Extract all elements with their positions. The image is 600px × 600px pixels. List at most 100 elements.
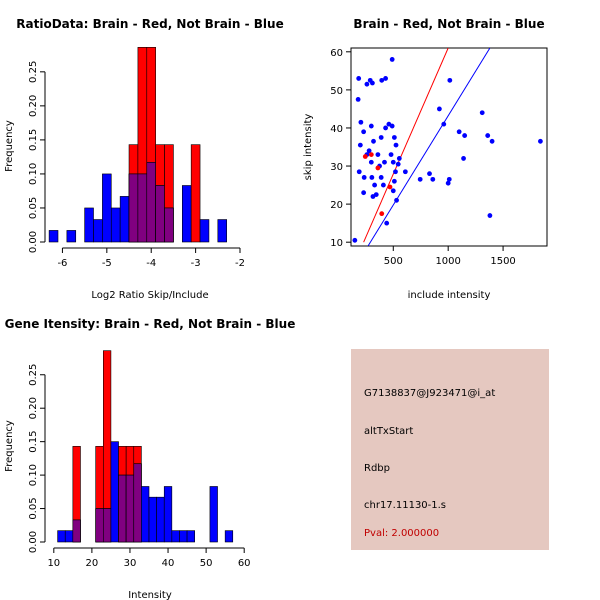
bar-not-brain: [186, 530, 195, 543]
pval-text: Pval: 2.000000: [364, 528, 439, 539]
bar-not-brain: [163, 486, 173, 543]
bar-brain: [190, 144, 201, 243]
y-tick-label: 0.05: [28, 497, 39, 519]
scatter-axes: 500 1000 1500 10 20 30 40 50 60: [330, 48, 516, 267]
bar-not-brain: [217, 219, 227, 243]
point-not-brain: [489, 138, 495, 144]
x-tick-label: -3: [191, 258, 201, 269]
gene-histogram-bars: [57, 350, 234, 543]
point-not-brain: [361, 175, 367, 180]
point-not-brain: [417, 176, 423, 182]
bar-not-brain: [179, 530, 188, 543]
ratio-histogram-axes: -6 -5 -4 -3 -2 0.00 0.05 0.10 0.15 0.20 0.25: [28, 61, 245, 269]
y-tick-label: 30: [330, 162, 343, 173]
x-tick-label: 500: [384, 256, 403, 267]
scatter-plot-box: [350, 47, 548, 247]
point-not-brain: [368, 123, 374, 129]
bar-overlap: [164, 207, 174, 243]
bar-not-brain: [110, 207, 121, 243]
y-tick-label: 50: [330, 86, 343, 97]
bar-not-brain: [209, 486, 218, 543]
intensity-scatter: Brain - Red, Not Brain - Blue 500 1000 150…: [303, 17, 548, 301]
point-not-brain: [370, 80, 375, 86]
x-tick-label: -5: [102, 258, 112, 269]
point-not-brain: [393, 142, 399, 148]
scatter-title: Brain - Red, Not Brain - Blue: [353, 17, 544, 31]
y-tick-label: 0.00: [28, 231, 39, 253]
point-not-brain: [479, 110, 485, 116]
point-brain: [362, 154, 368, 159]
bar-not-brain: [64, 530, 74, 543]
x-tick-label: 1000: [435, 256, 460, 267]
gene-histogram-ylabel: Frequency: [4, 420, 15, 472]
scatter-ylabel: skip intensity: [303, 114, 314, 181]
point-not-brain: [391, 135, 397, 140]
point-not-brain: [383, 76, 388, 81]
point-brain: [387, 184, 393, 190]
bar-overlap: [155, 185, 165, 243]
y-tick-label: 0.05: [28, 197, 39, 219]
point-not-brain: [447, 77, 453, 83]
x-tick-label: 10: [47, 558, 60, 569]
scatter-fit-lines: [363, 48, 491, 246]
point-not-brain: [352, 237, 358, 243]
point-not-brain: [370, 194, 376, 199]
x-tick-label: -2: [235, 258, 245, 269]
bar-not-brain: [171, 530, 180, 543]
bar-not-brain: [84, 207, 94, 243]
bar-not-brain: [224, 530, 234, 543]
location-text: chr17.11130-1.s: [364, 500, 446, 511]
not-brain-fit-line: [367, 48, 491, 246]
x-tick-label: 50: [200, 558, 213, 569]
bar-not-brain: [156, 496, 165, 543]
y-tick-label: 0.00: [28, 531, 39, 553]
point-not-brain: [456, 129, 462, 135]
point-not-brain: [357, 142, 363, 148]
ratio-histogram-bars: [48, 47, 227, 243]
bar-not-brain: [102, 173, 112, 243]
point-not-brain: [402, 169, 408, 175]
x-tick-label: 60: [238, 558, 251, 569]
bar-overlap: [133, 463, 142, 543]
bar-not-brain: [110, 441, 119, 543]
bar-overlap: [137, 173, 148, 243]
bar-not-brain: [141, 486, 150, 543]
point-not-brain: [394, 197, 399, 203]
x-tick-label: 1500: [490, 256, 515, 267]
bar-not-brain: [66, 230, 77, 243]
y-tick-label: 0.15: [28, 129, 39, 151]
x-tick-label: -4: [146, 258, 156, 269]
gene-intensity-histogram: Gene Itensity: Brain - Red, Not Brain - …: [4, 317, 295, 600]
point-brain: [379, 211, 385, 217]
info-panel-background: [351, 349, 549, 550]
y-tick-label: 0.25: [28, 364, 39, 386]
bar-not-brain: [181, 185, 192, 243]
bar-not-brain: [119, 196, 130, 243]
ratio-histogram-ylabel: Frequency: [4, 120, 15, 172]
bar-not-brain: [148, 496, 157, 543]
gene-histogram-axes: 10 20 30 40 50 60 0.00 0.05 0.10 0.15 0.20 0.25: [28, 364, 251, 569]
point-not-brain: [366, 148, 372, 154]
event-type-text: altTxStart: [364, 426, 413, 437]
y-tick-label: 0.20: [28, 397, 39, 419]
point-brain: [368, 152, 374, 158]
info-panel: G7138837@J923471@i_at altTxStart Rdbp ch…: [351, 349, 549, 550]
bar-overlap: [128, 173, 139, 243]
y-tick-label: 60: [330, 48, 343, 59]
point-not-brain: [369, 175, 375, 180]
point-not-brain: [462, 133, 468, 138]
point-not-brain: [427, 171, 432, 177]
point-not-brain: [389, 57, 395, 62]
point-not-brain: [368, 159, 374, 165]
x-tick-label: 20: [86, 558, 99, 569]
scatter-xlabel: include intensity: [408, 290, 491, 301]
bar-overlap: [103, 508, 112, 543]
point-not-brain: [446, 176, 452, 182]
bar-overlap: [125, 474, 135, 543]
probe-id-text: G7138837@J923471@i_at: [364, 388, 495, 399]
bar-not-brain: [57, 530, 66, 543]
point-not-brain: [361, 190, 367, 196]
point-not-brain: [384, 220, 390, 226]
point-not-brain: [485, 133, 491, 138]
